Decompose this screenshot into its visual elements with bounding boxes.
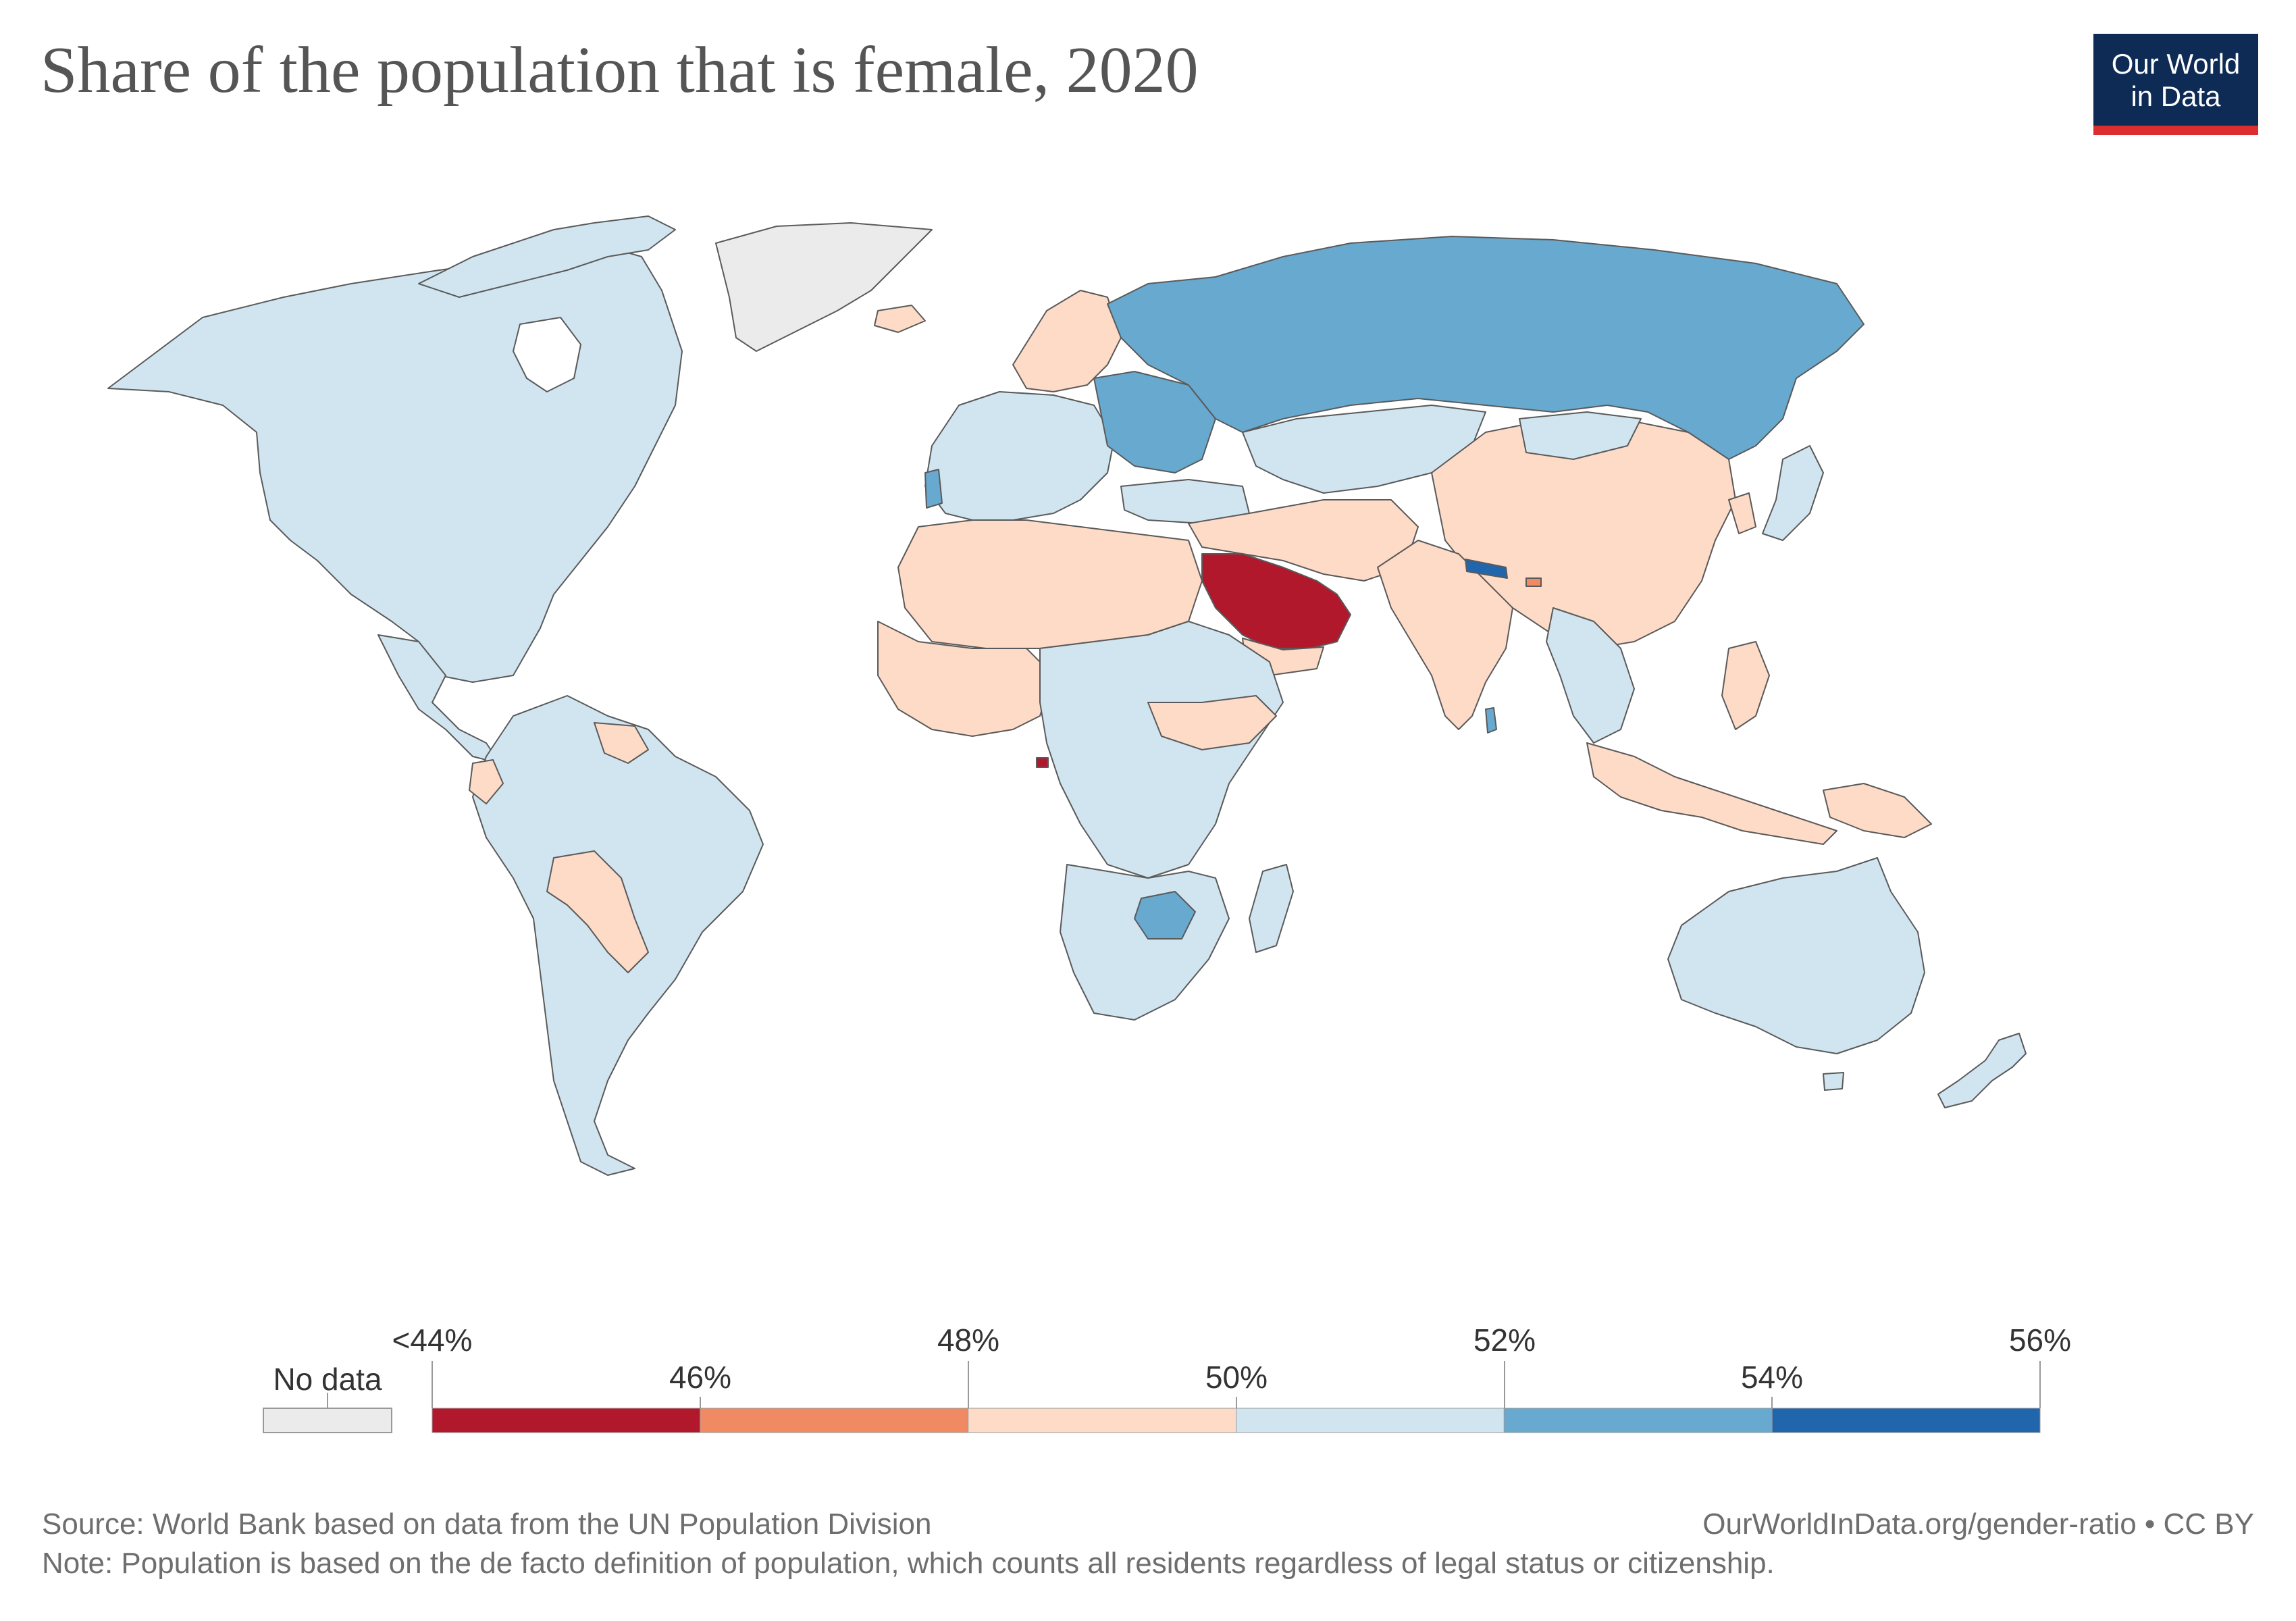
- chart-title: Share of the population that is female, …: [41, 34, 1199, 107]
- legend-tick-bottom-1: 50%: [1205, 1360, 1268, 1395]
- region-saudi-arabia-gulf[interactable]: [1201, 553, 1351, 649]
- region-australia[interactable]: [1667, 857, 1925, 1054]
- region-west-africa[interactable]: [877, 621, 1054, 737]
- region-philippines[interactable]: [1721, 641, 1770, 730]
- legend-tick-bottom-0: 46%: [669, 1360, 731, 1395]
- region-ecuador[interactable]: [469, 759, 504, 804]
- region-mongolia[interactable]: [1519, 411, 1642, 460]
- source-url[interactable]: OurWorldInData.org/gender-ratio • CC BY: [1702, 1508, 2254, 1541]
- legend-bins: [432, 1408, 2041, 1433]
- region-equatorial-guinea[interactable]: [1036, 757, 1049, 768]
- legend-bin-1[interactable]: [700, 1408, 969, 1433]
- legend-bin-3[interactable]: [1236, 1408, 1505, 1433]
- logo-line-2: in Data: [2131, 80, 2221, 112]
- region-guyanas[interactable]: [594, 722, 649, 764]
- region-bolivia-paraguay[interactable]: [546, 850, 649, 973]
- owid-logo[interactable]: Our World in Data: [2093, 34, 2258, 135]
- legend-tick-top-1: 48%: [937, 1322, 999, 1358]
- hudson-bay: [513, 317, 581, 392]
- region-western-europe[interactable]: [924, 391, 1115, 521]
- legend-no-data-swatch: [263, 1408, 392, 1433]
- region-bhutan[interactable]: [1525, 577, 1542, 587]
- region-zimbabwe[interactable]: [1134, 891, 1196, 940]
- legend-bin-0[interactable]: [432, 1408, 701, 1433]
- world-map: [107, 215, 2027, 1176]
- region-japan[interactable]: [1762, 445, 1824, 541]
- region-nepal[interactable]: [1465, 559, 1508, 579]
- source-text: Source: World Bank based on data from th…: [42, 1508, 932, 1541]
- region-iceland[interactable]: [874, 305, 926, 333]
- legend-bin-2[interactable]: [968, 1408, 1236, 1433]
- legend-bin-4[interactable]: [1503, 1408, 1773, 1433]
- region-papua-new-guinea[interactable]: [1823, 783, 1932, 838]
- region-korea[interactable]: [1728, 492, 1756, 534]
- region-madagascar[interactable]: [1249, 864, 1294, 953]
- legend-tick-bottom-2: 54%: [1741, 1360, 1803, 1395]
- region-canada-islands[interactable]: [418, 215, 676, 298]
- region-russia[interactable]: [1107, 236, 1864, 460]
- legend-bin-5[interactable]: [1771, 1408, 2041, 1433]
- legend-tick-top-3: 56%: [2009, 1322, 2071, 1358]
- region-se-asia-mainland[interactable]: [1546, 607, 1635, 744]
- legend-tick-top-2: 52%: [1473, 1322, 1536, 1358]
- legend-tick-top-0: <44%: [392, 1322, 473, 1358]
- region-indonesia[interactable]: [1586, 742, 1837, 845]
- note-text: Note: Population is based on the de fact…: [42, 1547, 1775, 1580]
- region-sri-lanka[interactable]: [1485, 707, 1497, 734]
- region-scandinavia[interactable]: [1012, 290, 1122, 392]
- region-central-east-africa[interactable]: [1039, 621, 1284, 879]
- region-portugal[interactable]: [924, 469, 943, 509]
- region-sudan-ethiopia[interactable]: [1147, 695, 1277, 750]
- legend-no-data-label: No data: [273, 1362, 382, 1397]
- region-greenland[interactable]: [715, 222, 933, 352]
- logo-line-1: Our World: [2111, 48, 2241, 80]
- region-tasmania[interactable]: [1823, 1072, 1844, 1091]
- region-ukraine-belarus[interactable]: [1093, 371, 1216, 473]
- region-new-zealand[interactable]: [1937, 1033, 2027, 1108]
- region-india[interactable]: [1377, 540, 1513, 730]
